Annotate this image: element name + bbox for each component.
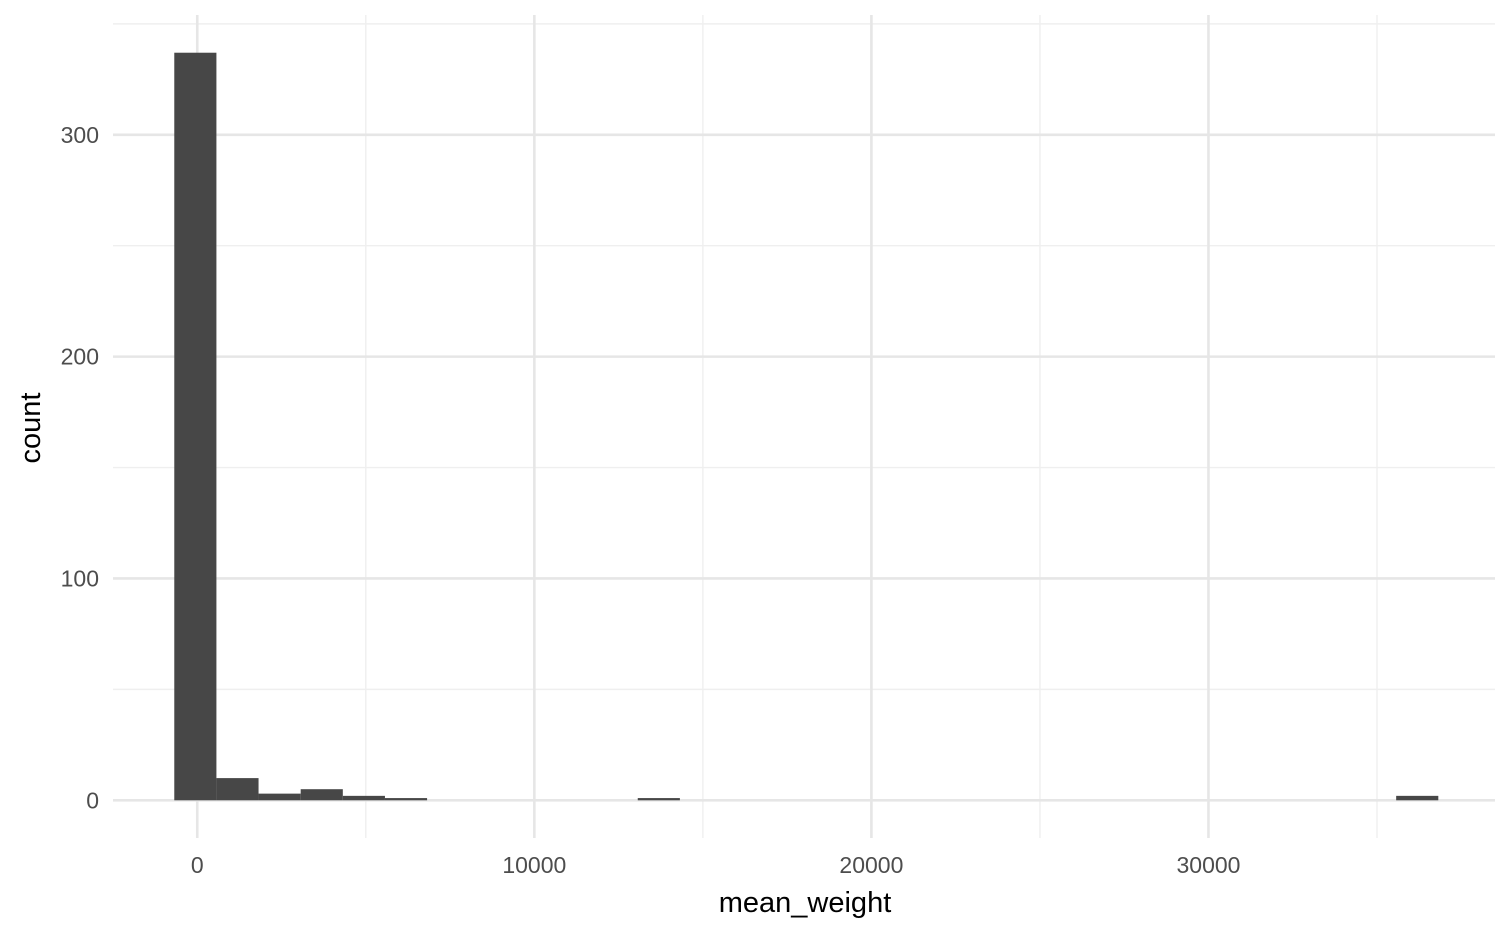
x-tick-label: 0 [191,852,204,878]
histogram-bars [174,52,1439,801]
x-tick-label: 10000 [502,852,566,878]
histogram-bar [637,798,680,801]
y-tick-label: 200 [61,344,99,370]
y-axis-ticks: 0 100 200 300 [61,122,99,813]
x-axis-ticks: 0 10000 20000 30000 [191,852,1241,878]
x-axis-title: mean_weight [719,887,892,919]
histogram-bar [258,793,301,801]
histogram-bar [384,798,428,801]
x-tick-label: 20000 [839,852,903,878]
y-axis-title: count [15,393,47,464]
grid [113,15,1495,838]
histogram-bar [300,789,343,801]
histogram-bar [1396,795,1439,801]
histogram-bar [174,52,217,801]
histogram-bar [216,778,259,801]
y-tick-label: 300 [61,122,99,148]
y-tick-label: 100 [61,565,99,591]
x-tick-label: 30000 [1177,852,1241,878]
y-tick-label: 0 [86,787,99,813]
histogram-bar [342,795,385,801]
